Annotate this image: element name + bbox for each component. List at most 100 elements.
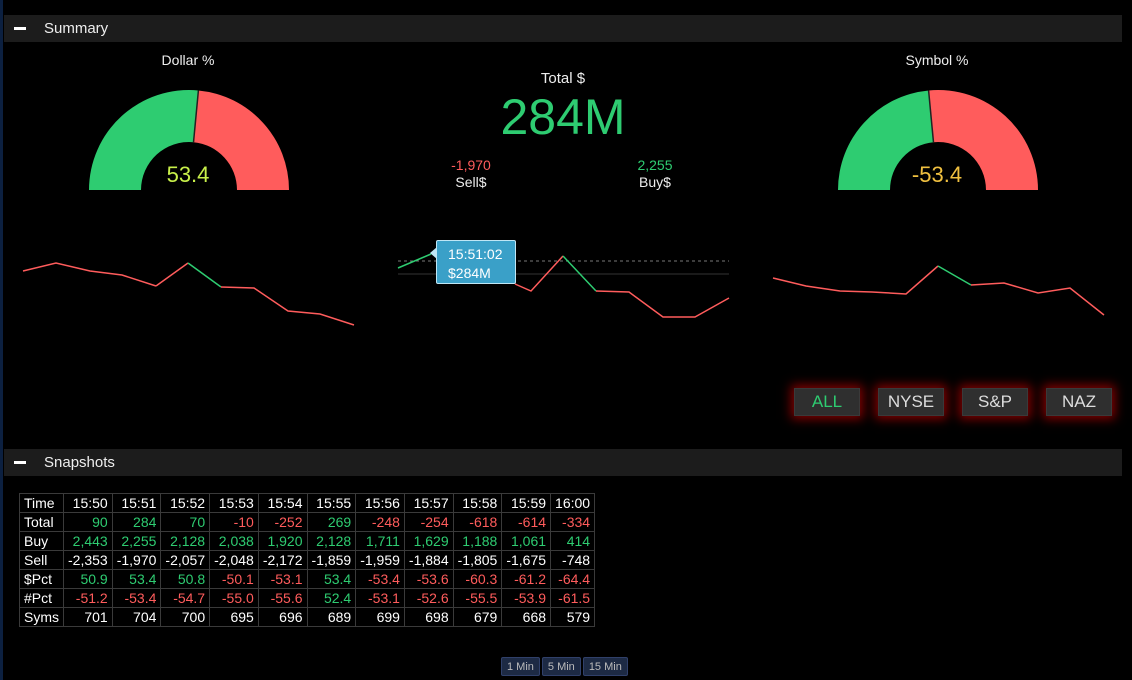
table-cell: -51.2 [63,588,113,608]
table-header-row: Time 15:50 15:51 15:52 15:53 15:54 15:55 15:56 1… [19,493,596,513]
time-header: 15:52 [160,493,211,513]
table-cell: -1,884 [403,550,454,570]
collapse-snapshots-icon[interactable] [14,461,26,464]
table-cell: -248 [355,512,405,532]
time-header: 15:59 [501,493,552,513]
time-header: 15:56 [355,493,405,513]
table-row: Total 90 284 70 -10 -252 269 -248 -254 -618 -614 -3… [19,512,596,532]
symbol-pct-label: Symbol % [905,52,969,68]
snapshots-title: Snapshots [44,454,115,471]
table-cell: 53.4 [306,569,357,589]
table-cell: 698 [403,607,454,627]
time-header: 15:57 [403,493,454,513]
table-cell: 50.8 [160,569,211,589]
summary-title: Summary [44,20,109,37]
dollar-pct-gauge [89,89,289,190]
table-row: $Pct 50.9 53.4 50.8 -50.1 -53.1 53.4 -53.4 -53.6… [19,569,596,589]
table-cell: 414 [550,531,596,551]
summary-header[interactable]: Summary [4,15,1122,42]
table-cell: 696 [257,607,308,627]
interval-5min-button[interactable]: 5 Min [541,657,581,676]
table-cell: 2,038 [209,531,259,551]
table-cell: -61.5 [550,588,596,608]
time-header: 15:51 [111,493,162,513]
buy-label: Buy$ [639,174,671,190]
interval-15min-button[interactable]: 15 Min [582,657,628,676]
chart-tooltip: 15:51:02 $284M [430,240,516,284]
table-cell: -60.3 [452,569,503,589]
gauge-needle [192,90,200,143]
table-cell: -55.6 [257,588,308,608]
table-cell: 90 [63,512,113,532]
table-cell: 1,711 [355,531,405,551]
table-row: #Pct -51.2 -53.4 -54.7 -55.0 -55.6 52.4 -53.1 -5… [19,588,596,608]
gauge-up-segment [838,90,934,190]
table-cell: 50.9 [63,569,113,589]
table-corner-label: Time [19,493,64,513]
table-cell: -252 [257,512,308,532]
gauge-down-segment [928,90,1038,190]
filter-all-button[interactable]: ALL [794,388,860,416]
collapse-summary-icon[interactable] [14,27,26,30]
table-cell: 1,629 [403,531,454,551]
table-cell: 668 [501,607,552,627]
time-header: 15:55 [306,493,357,513]
table-cell: -53.4 [355,569,405,589]
row-label: #Pct [19,588,64,608]
filter-naz-button[interactable]: NAZ [1046,388,1112,416]
table-cell: 695 [209,607,259,627]
time-header: 16:00 [550,493,596,513]
table-cell: 704 [111,607,162,627]
buy-value: 2,255 [637,157,673,173]
table-cell: -2,172 [257,550,308,570]
table-cell: 70 [160,512,211,532]
table-row: Syms 701 704 700 695 696 689 699 698 679 668 579 [19,607,596,627]
filter-nyse-button[interactable]: NYSE [878,388,944,416]
table-cell: 701 [63,607,113,627]
table-cell: -614 [501,512,552,532]
row-label: Buy [19,531,64,551]
total-label: Total $ [540,70,586,87]
table-cell: -64.4 [550,569,596,589]
snapshots-header[interactable]: Snapshots [4,449,1122,476]
gauge-down-segment [193,90,289,190]
symbol-pct-sparkline [772,265,1105,316]
table-cell: -1,805 [452,550,503,570]
table-cell: 699 [355,607,405,627]
table-cell: -1,859 [306,550,357,570]
table-cell: -53.1 [257,569,308,589]
tooltip-time: 15:51:02 [448,246,503,262]
row-label: Sell [19,550,64,570]
table-cell: -2,353 [63,550,113,570]
table-cell: -55.5 [452,588,503,608]
table-cell: -334 [550,512,596,532]
table-cell: 284 [111,512,162,532]
table-row: Sell -2,353 -1,970 -2,057 -2,048 -2,172 -1,859… [19,550,596,570]
total-value: 284M [500,89,626,145]
table-cell: -61.2 [501,569,552,589]
filter-sp-button[interactable]: S&P [962,388,1028,416]
table-cell: 2,443 [63,531,113,551]
table-cell: -2,048 [209,550,259,570]
table-cell: -53.9 [501,588,552,608]
row-label: Syms [19,607,64,627]
table-cell: 2,128 [306,531,357,551]
table-cell: 1,061 [501,531,552,551]
dollar-pct-value: 53.4 [166,162,210,187]
table-cell: -54.7 [160,588,211,608]
table-row: Buy 2,443 2,255 2,128 2,038 1,920 2,128 1,711 1,… [19,531,596,551]
tooltip-value: $284M [448,265,491,281]
table-cell: 679 [452,607,503,627]
table-cell: 1,188 [452,531,503,551]
table-cell: 2,255 [111,531,162,551]
dollar-pct-sparkline [22,262,355,326]
time-header: 15:53 [209,493,259,513]
interval-1min-button[interactable]: 1 Min [501,657,540,676]
table-cell: 53.4 [111,569,162,589]
symbol-pct-value: -53.4 [911,162,963,187]
symbol-pct-gauge [838,90,1038,190]
table-cell: 52.4 [306,588,357,608]
row-label: Total [19,512,64,532]
table-cell: -748 [550,550,596,570]
table-cell: 700 [160,607,211,627]
